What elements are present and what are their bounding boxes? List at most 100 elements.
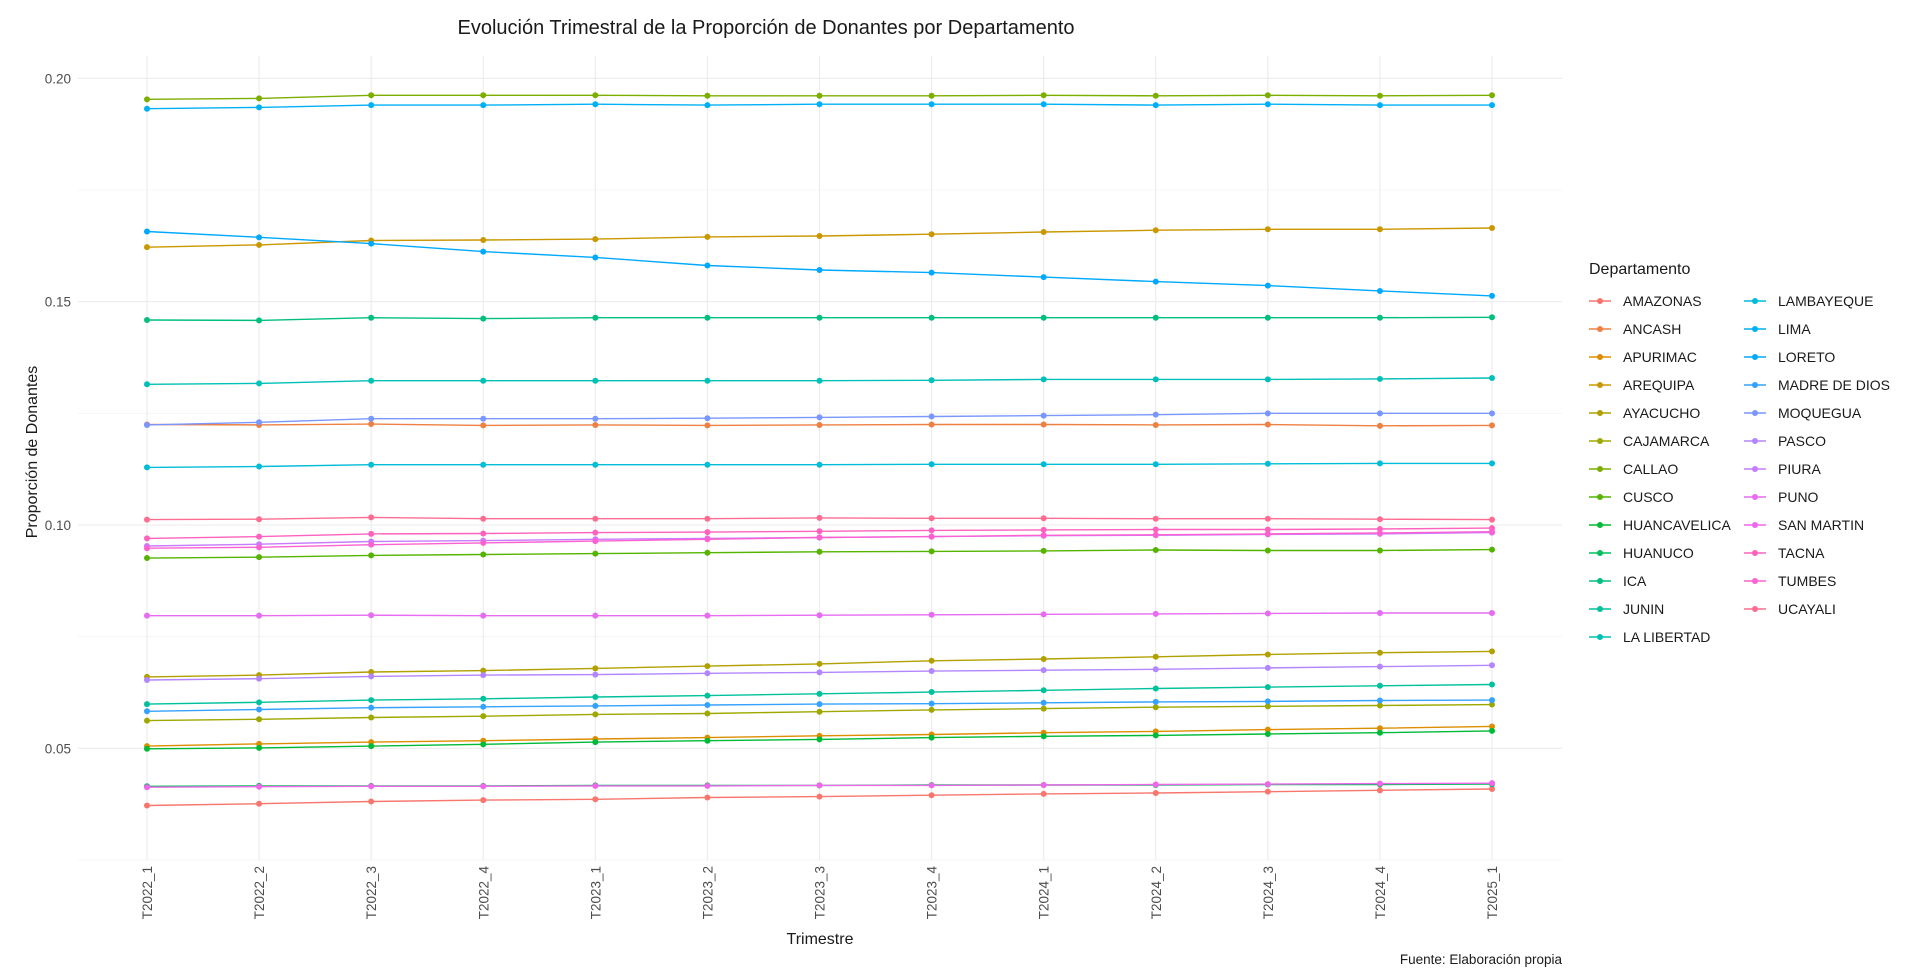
data-point (1152, 790, 1159, 796)
data-point (816, 266, 823, 273)
data-point (816, 793, 823, 800)
x-tick-label: T2025_1 (1485, 866, 1500, 919)
data-point (1264, 684, 1271, 691)
data-point (1264, 547, 1271, 554)
data-point (592, 665, 599, 672)
legend-key-point (1752, 522, 1758, 528)
legend-key-point (1597, 606, 1603, 612)
legend-item: SAN MARTIN (1744, 517, 1864, 533)
data-point (816, 101, 823, 108)
data-point (1152, 421, 1159, 428)
legend-label: CAJAMARCA (1623, 433, 1710, 449)
data-point (256, 554, 263, 561)
data-point (480, 315, 487, 322)
data-point (1376, 287, 1383, 294)
data-point (928, 700, 935, 707)
data-point (368, 783, 375, 790)
data-point (1489, 609, 1495, 616)
data-point (592, 254, 599, 261)
data-point (704, 794, 711, 801)
data-point (1376, 226, 1383, 233)
data-point (1152, 704, 1159, 711)
data-point (1152, 698, 1159, 705)
data-point (816, 548, 823, 555)
data-point (928, 734, 935, 741)
legend-label: CUSCO (1623, 489, 1674, 505)
data-point (368, 673, 375, 680)
data-point (480, 741, 487, 748)
data-point (816, 660, 823, 667)
legend-item: APURIMAC (1589, 349, 1697, 365)
data-point (144, 784, 150, 791)
legend-key-point (1752, 494, 1758, 500)
series (144, 701, 1495, 724)
data-point (1264, 664, 1271, 671)
data-point (1376, 725, 1383, 732)
data-point (144, 421, 150, 428)
data-point (816, 461, 823, 468)
data-point (480, 667, 487, 674)
x-tick-label: T2023_1 (588, 866, 603, 919)
data-point (592, 415, 599, 422)
data-point (1040, 547, 1047, 554)
data-point (256, 706, 263, 713)
data-point (816, 92, 823, 99)
data-point (704, 702, 711, 709)
data-point (1152, 653, 1159, 660)
data-point (816, 414, 823, 421)
data-point (704, 549, 711, 556)
data-point (144, 105, 150, 112)
legend-key-point (1752, 606, 1758, 612)
data-point (928, 377, 935, 384)
legend-label: MADRE DE DIOS (1778, 377, 1890, 393)
data-point (704, 737, 711, 744)
data-point (144, 535, 150, 542)
legend-label: ANCASH (1623, 321, 1681, 337)
x-tick-label: T2023_2 (700, 866, 715, 919)
data-point (816, 528, 823, 535)
series (144, 528, 1495, 552)
legend-key-point (1597, 382, 1603, 388)
y-axis-ticks: 0.05 0.10 0.15 0.20 (45, 71, 71, 756)
data-point (1152, 411, 1159, 418)
data-point (816, 314, 823, 321)
data-point (816, 708, 823, 715)
legend-key-point (1752, 326, 1758, 332)
data-point (1489, 648, 1495, 655)
data-point (592, 101, 599, 108)
series (144, 101, 1495, 112)
data-point (592, 421, 599, 428)
legend-key-point (1752, 438, 1758, 444)
data-point (1489, 314, 1495, 321)
legend-label: AMAZONAS (1623, 293, 1702, 309)
x-tick-label: T2024_4 (1373, 866, 1388, 920)
data-point (1152, 610, 1159, 617)
legend-item: LA LIBERTAD (1589, 629, 1710, 645)
data-point (256, 783, 263, 790)
data-point (1264, 703, 1271, 710)
data-point (480, 415, 487, 422)
legend: Departamento AMAZONAS ANCASH APURIMAC AREQU… (1589, 261, 1890, 645)
x-tick-label: T2024_3 (1261, 866, 1276, 919)
series (144, 460, 1495, 471)
legend-label: AREQUIPA (1623, 377, 1695, 393)
legend-item: MADRE DE DIOS (1744, 377, 1890, 393)
series (144, 92, 1495, 103)
data-point (1040, 461, 1047, 468)
legend-key-point (1597, 578, 1603, 584)
data-point (144, 802, 150, 809)
data-point (592, 693, 599, 700)
legend-item: TACNA (1744, 545, 1825, 561)
legend-key-point (1752, 550, 1758, 556)
data-point (1264, 101, 1271, 108)
data-point (480, 713, 487, 720)
data-point (928, 413, 935, 420)
legend-key-point (1597, 494, 1603, 500)
data-point (480, 703, 487, 710)
data-point (144, 464, 150, 471)
data-point (144, 708, 150, 715)
legend-item: MOQUEGUA (1744, 405, 1862, 421)
legend-label: PASCO (1778, 433, 1826, 449)
legend-label: LORETO (1778, 349, 1835, 365)
data-point (704, 262, 711, 269)
